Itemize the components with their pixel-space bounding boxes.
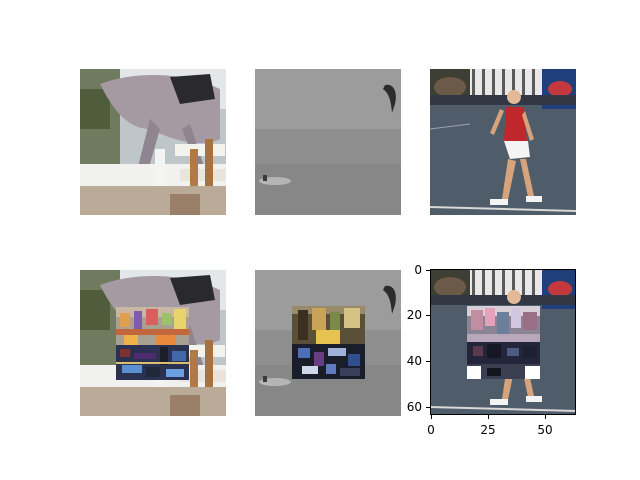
kitesurf-patched-image bbox=[255, 270, 401, 416]
horse-image bbox=[80, 69, 226, 215]
y-tick-label: 40 bbox=[406, 354, 422, 368]
adversarial-patch bbox=[292, 306, 365, 379]
x-tick-label: 50 bbox=[537, 423, 553, 437]
y-tick-label: 60 bbox=[406, 400, 422, 414]
x-tick-label: 0 bbox=[427, 423, 435, 437]
y-tick-label: 0 bbox=[414, 263, 422, 277]
x-tick-label: 25 bbox=[480, 423, 496, 437]
y-tick-label: 20 bbox=[406, 308, 422, 322]
adversarial-patch bbox=[467, 306, 540, 379]
adversarial-patch bbox=[116, 307, 189, 380]
horse-patched-image bbox=[80, 270, 226, 416]
x-tick bbox=[431, 415, 432, 419]
y-tick bbox=[426, 361, 430, 362]
tennis-patched-image bbox=[430, 269, 576, 415]
y-tick bbox=[426, 315, 430, 316]
x-tick bbox=[488, 415, 489, 419]
y-tick bbox=[426, 407, 430, 408]
x-tick bbox=[545, 415, 546, 419]
y-tick bbox=[426, 270, 430, 271]
tennis-image bbox=[430, 69, 576, 215]
kitesurf-image bbox=[255, 69, 401, 215]
